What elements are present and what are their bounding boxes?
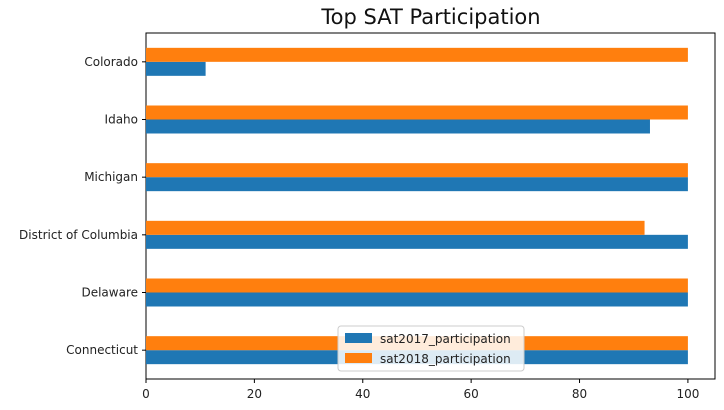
legend-label-sat2017: sat2017_participation	[380, 332, 511, 346]
x-axis: 0 20 40 60 80 100	[142, 379, 699, 401]
legend-label-sat2018: sat2018_participation	[380, 352, 511, 366]
bar-2017-michigan	[146, 177, 688, 192]
x-tick-label: 60	[464, 387, 479, 401]
x-tick-label: 40	[355, 387, 370, 401]
legend-swatch-sat2017	[345, 333, 372, 343]
x-tick-label: 20	[247, 387, 262, 401]
legend-box	[337, 325, 525, 372]
bar-2018-idaho	[146, 105, 688, 120]
legend: sat2017_participation sat2018_participat…	[337, 325, 525, 372]
plot-frame	[145, 32, 716, 380]
legend-swatch-sat2018	[345, 353, 372, 363]
x-tick-label: 80	[572, 387, 587, 401]
x-tick-label: 0	[142, 387, 150, 401]
y-tick-label: Michigan	[84, 170, 138, 184]
bar-2018-michigan	[146, 163, 688, 178]
bar-2017-delaware	[146, 292, 688, 307]
bar-2018-delaware	[146, 278, 688, 293]
x-tick-label: 100	[676, 387, 699, 401]
y-tick-label: Colorado	[84, 55, 138, 69]
chart-title: Top SAT Participation	[320, 5, 540, 29]
y-tick-label: Delaware	[81, 286, 138, 300]
y-axis: Connecticut Delaware District of Columbia M…	[19, 55, 146, 357]
bar-2017-colorado	[146, 61, 206, 76]
y-tick-label: Idaho	[105, 113, 138, 127]
bar-2018-colorado	[146, 47, 688, 62]
y-tick-label: District of Columbia	[19, 228, 138, 242]
bar-2018-district-of-columbia	[146, 220, 645, 235]
y-tick-label: Connecticut	[66, 343, 138, 357]
bars	[146, 47, 688, 365]
bar-2017-district-of-columbia	[146, 234, 688, 249]
bar-2017-idaho	[146, 119, 650, 134]
